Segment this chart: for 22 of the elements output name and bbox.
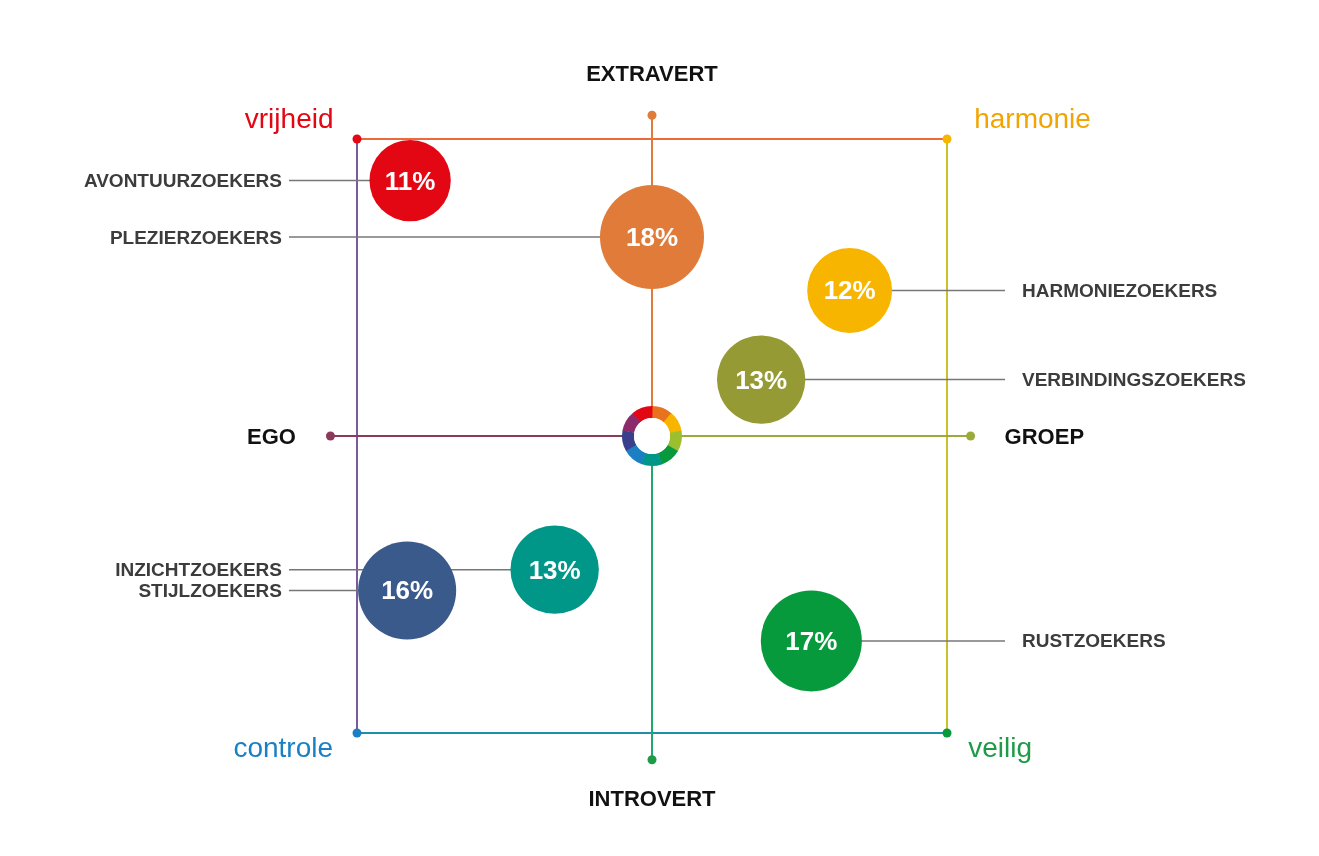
- category-label: STIJLZOEKERS: [138, 579, 282, 601]
- data-label: 17%: [785, 625, 838, 656]
- text: EXTRAVERT: [586, 61, 719, 87]
- category-label: RUSTZOEKERS: [1022, 630, 1166, 652]
- category-label: HARMONIEZOEKERS: [1022, 279, 1218, 301]
- text: GROEP: [1004, 423, 1085, 449]
- data-label: 11%: [384, 165, 436, 196]
- text: veilig: [968, 732, 1033, 764]
- category-label: INZICHTZOEKERS: [115, 559, 282, 581]
- text: harmonie: [974, 102, 1091, 134]
- data-label: 12%: [823, 275, 876, 306]
- data-label: 18%: [625, 222, 679, 253]
- data-label: 13%: [735, 364, 788, 395]
- text: INTROVERT: [588, 785, 717, 811]
- category-label: AVONTUURZOEKERS: [83, 170, 282, 192]
- data-label: 13%: [528, 554, 581, 585]
- category-label: VERBINDINGSZOEKERS: [1022, 369, 1246, 391]
- data-label: 16%: [381, 575, 434, 606]
- text: EGO: [247, 423, 296, 449]
- category-label: PLEZIERZOEKERS: [109, 226, 282, 248]
- text: controle: [233, 732, 334, 764]
- text: vrijheid: [244, 102, 334, 134]
